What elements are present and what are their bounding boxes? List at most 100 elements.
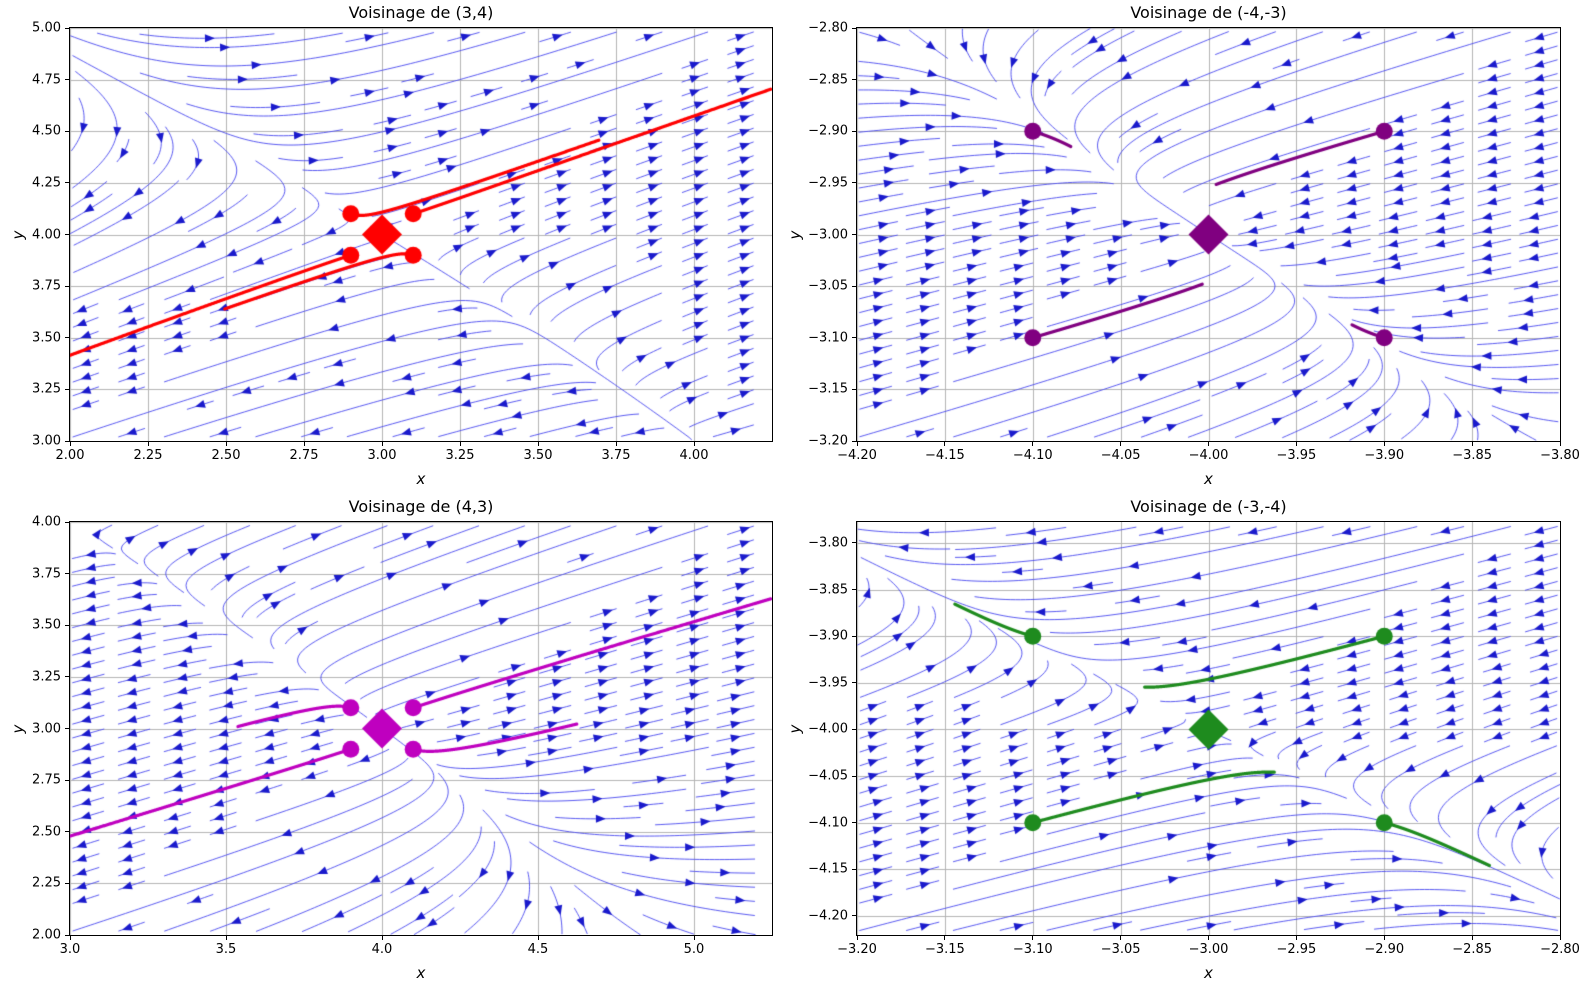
y-tick-label: −4.20 <box>808 908 848 924</box>
y-tick-mark <box>65 285 69 287</box>
x-tick-mark <box>537 442 539 446</box>
x-tick-mark <box>1120 936 1122 940</box>
y-tick-mark <box>65 624 69 626</box>
y-tick-label: 3.00 <box>32 721 61 736</box>
y-tick-mark <box>852 182 856 184</box>
x-tick-label: 3.0 <box>59 942 81 957</box>
y-tick-label: 3.25 <box>32 381 61 397</box>
y-tick-label: −4.10 <box>808 815 848 831</box>
plot-area <box>856 521 1561 936</box>
x-tick-label: −4.20 <box>837 448 877 463</box>
x-tick-label: −4.10 <box>1012 448 1053 463</box>
x-tick-mark <box>1559 936 1561 940</box>
streamplot-canvas <box>70 522 772 935</box>
x-tick-mark <box>856 936 858 940</box>
y-tick-mark <box>65 79 69 81</box>
x-tick-label: −3.10 <box>1012 942 1053 957</box>
x-tick-label: 3.50 <box>523 448 553 463</box>
y-axis-label: y <box>9 230 27 239</box>
y-axis-label: y <box>9 724 27 733</box>
y-tick-label: 4.00 <box>32 227 61 242</box>
y-tick-mark <box>852 589 856 591</box>
x-tick-mark <box>459 442 461 446</box>
panel-title: Voisinage de (-4,-3) <box>1130 3 1287 22</box>
y-tick-mark <box>852 337 856 339</box>
y-tick-label: 3.25 <box>32 669 61 685</box>
x-tick-mark <box>1383 442 1385 446</box>
y-tick-label: −4.15 <box>808 861 848 877</box>
y-tick-mark <box>852 868 856 870</box>
y-tick-label: −2.95 <box>808 175 848 191</box>
x-axis-label: x <box>416 964 426 982</box>
x-tick-label: −3.00 <box>1188 942 1229 957</box>
y-tick-label: −4.00 <box>808 721 848 737</box>
x-tick-mark <box>944 442 946 446</box>
y-tick-mark <box>852 27 856 29</box>
x-tick-label: −3.95 <box>1276 448 1317 463</box>
y-tick-mark <box>65 779 69 781</box>
x-tick-label: −4.00 <box>1188 448 1229 463</box>
y-tick-mark <box>65 521 69 523</box>
x-tick-label: −3.15 <box>924 942 965 957</box>
panel-title: Voisinage de (-3,-4) <box>1130 497 1287 516</box>
y-tick-label: 3.50 <box>32 617 61 633</box>
y-tick-mark <box>852 822 856 824</box>
x-tick-label: 3.75 <box>601 448 631 463</box>
y-tick-mark <box>852 79 856 81</box>
y-tick-mark <box>65 728 69 729</box>
y-tick-label: −3.10 <box>808 330 848 346</box>
plot-area <box>69 27 773 442</box>
y-tick-mark <box>852 542 856 544</box>
y-tick-mark <box>852 635 856 637</box>
x-tick-label: 4.5 <box>527 942 549 957</box>
x-tick-mark <box>381 936 383 940</box>
x-tick-mark <box>944 936 946 940</box>
y-tick-label: −3.00 <box>808 227 848 242</box>
y-tick-mark <box>852 682 856 684</box>
x-tick-label: 4.0 <box>371 942 393 957</box>
y-tick-label: 3.50 <box>32 330 61 346</box>
x-tick-mark <box>303 442 305 446</box>
y-tick-mark <box>65 182 69 184</box>
x-axis-label: x <box>416 470 426 488</box>
y-tick-mark <box>852 775 856 777</box>
y-tick-label: 4.00 <box>32 514 61 530</box>
y-tick-mark <box>852 285 856 287</box>
y-tick-mark <box>65 831 69 833</box>
y-tick-label: −3.15 <box>808 381 848 397</box>
y-tick-mark <box>852 728 856 730</box>
panel-title: Voisinage de (3,4) <box>348 3 494 22</box>
x-tick-mark <box>69 442 71 446</box>
y-tick-mark <box>852 234 856 235</box>
x-tick-mark <box>693 442 695 446</box>
y-tick-label: 2.00 <box>32 927 61 943</box>
x-tick-label: 3.5 <box>215 942 237 957</box>
y-tick-label: −3.90 <box>808 628 848 644</box>
streamplot-canvas <box>70 28 772 441</box>
x-tick-label: 5.0 <box>683 942 705 957</box>
x-tick-mark <box>1032 442 1034 446</box>
x-tick-label: −2.90 <box>1364 942 1405 957</box>
y-tick-mark <box>852 130 856 132</box>
y-tick-label: −3.85 <box>808 582 848 598</box>
x-tick-mark <box>1471 442 1473 446</box>
x-tick-label: 4.00 <box>679 448 709 463</box>
x-tick-mark <box>1032 936 1034 940</box>
x-tick-mark <box>225 936 227 940</box>
x-tick-mark <box>147 442 149 446</box>
panel-title: Voisinage de (4,3) <box>348 497 494 516</box>
x-tick-label: 2.25 <box>133 448 163 463</box>
y-tick-mark <box>65 388 69 390</box>
y-tick-label: 4.75 <box>32 72 61 88</box>
x-tick-label: −2.80 <box>1540 942 1580 957</box>
x-tick-mark <box>1559 442 1561 446</box>
x-tick-mark <box>225 442 227 446</box>
y-tick-label: 2.75 <box>32 772 61 788</box>
y-tick-mark <box>65 573 69 575</box>
x-tick-label: −3.05 <box>1100 942 1141 957</box>
y-tick-mark <box>65 676 69 678</box>
y-tick-label: 4.25 <box>32 175 61 191</box>
